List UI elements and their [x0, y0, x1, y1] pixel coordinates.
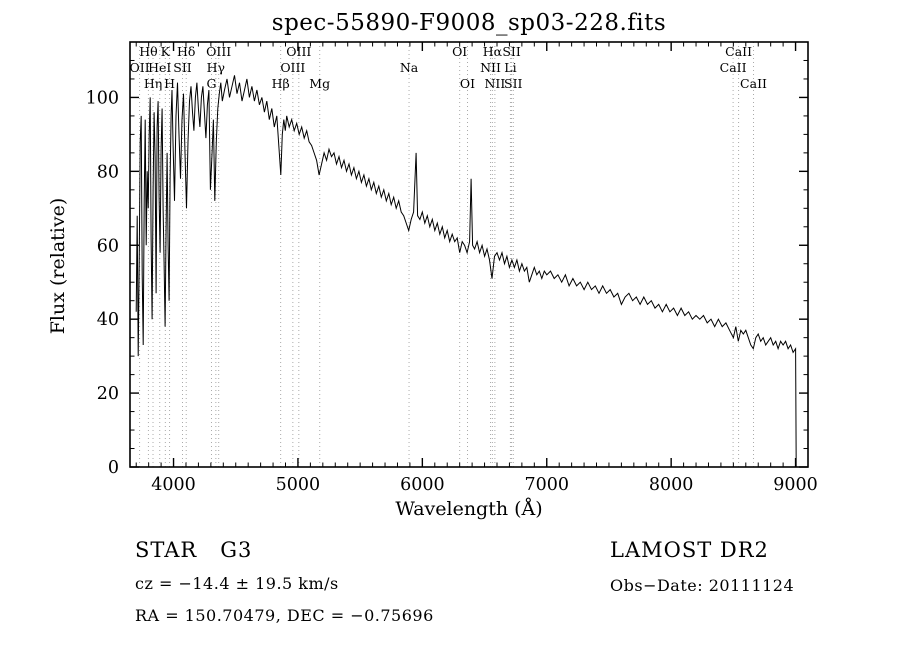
spectrum-trace	[135, 75, 797, 468]
spectral-feature-label: OIII	[206, 44, 231, 59]
classification-label: STAR G3	[135, 538, 253, 562]
spectral-feature-label: CaII	[725, 44, 752, 59]
spectral-feature-label: K	[161, 44, 171, 59]
spectral-feature-label: Hβ	[272, 76, 290, 91]
spectral-feature-label: HeI	[148, 60, 171, 75]
spectral-feature-label: H	[164, 76, 175, 91]
spectral-feature-label: OII	[130, 60, 150, 75]
spectral-feature-label: Na	[400, 60, 419, 75]
y-tick-label: 100	[86, 88, 119, 108]
spectral-feature-label: Li	[504, 60, 516, 75]
spectral-feature-label: CaII	[720, 60, 747, 75]
spectral-feature-label: Mg	[309, 76, 330, 91]
spectral-feature-label: Hθ	[139, 44, 157, 59]
spectral-feature-label: OIII	[280, 60, 305, 75]
spectral-feature-label: OI	[452, 44, 467, 59]
plot-title: spec-55890-F9008_sp03-228.fits	[271, 10, 667, 36]
x-tick-label: 9000	[773, 475, 818, 495]
x-tick-label: 8000	[649, 475, 694, 495]
spectral-feature-label: SII	[502, 44, 521, 59]
spectral-feature-label: NII	[480, 60, 501, 75]
y-tick-label: 20	[97, 384, 119, 404]
spectral-feature-label: NII	[484, 76, 505, 91]
spectral-feature-label: Hη	[144, 76, 162, 91]
spectral-feature-label: SII	[504, 76, 523, 91]
spectral-feature-label: CaII	[740, 76, 767, 91]
plot-frame	[129, 41, 809, 468]
spectral-feature-label: G	[206, 76, 216, 91]
y-tick-label: 0	[108, 458, 119, 478]
x-axis-label: Wavelength (Å)	[395, 498, 543, 520]
spectral-feature-label: Hα	[483, 44, 503, 59]
y-tick-label: 60	[97, 236, 119, 256]
y-tick-label: 80	[97, 162, 119, 182]
spectral-feature-label: OIII	[286, 44, 311, 59]
ra-dec-value: RA = 150.70479, DEC = −0.75696	[135, 606, 434, 625]
obs-date-value: Obs−Date: 20111124	[610, 576, 795, 595]
x-tick-label: 4000	[151, 475, 196, 495]
spectral-feature-label: SII	[173, 60, 192, 75]
x-tick-label: 6000	[400, 475, 445, 495]
y-axis-label: Flux (relative)	[47, 197, 69, 335]
survey-label: LAMOST DR2	[610, 538, 769, 562]
cz-value: cz = −14.4 ± 19.5 km/s	[135, 574, 339, 593]
spectral-feature-label: Hδ	[177, 44, 195, 59]
spectral-feature-label: OI	[460, 76, 475, 91]
x-tick-label: 7000	[524, 475, 569, 495]
spectral-feature-label: Hγ	[207, 60, 225, 75]
x-tick-label: 5000	[276, 475, 321, 495]
y-tick-label: 40	[97, 310, 119, 330]
